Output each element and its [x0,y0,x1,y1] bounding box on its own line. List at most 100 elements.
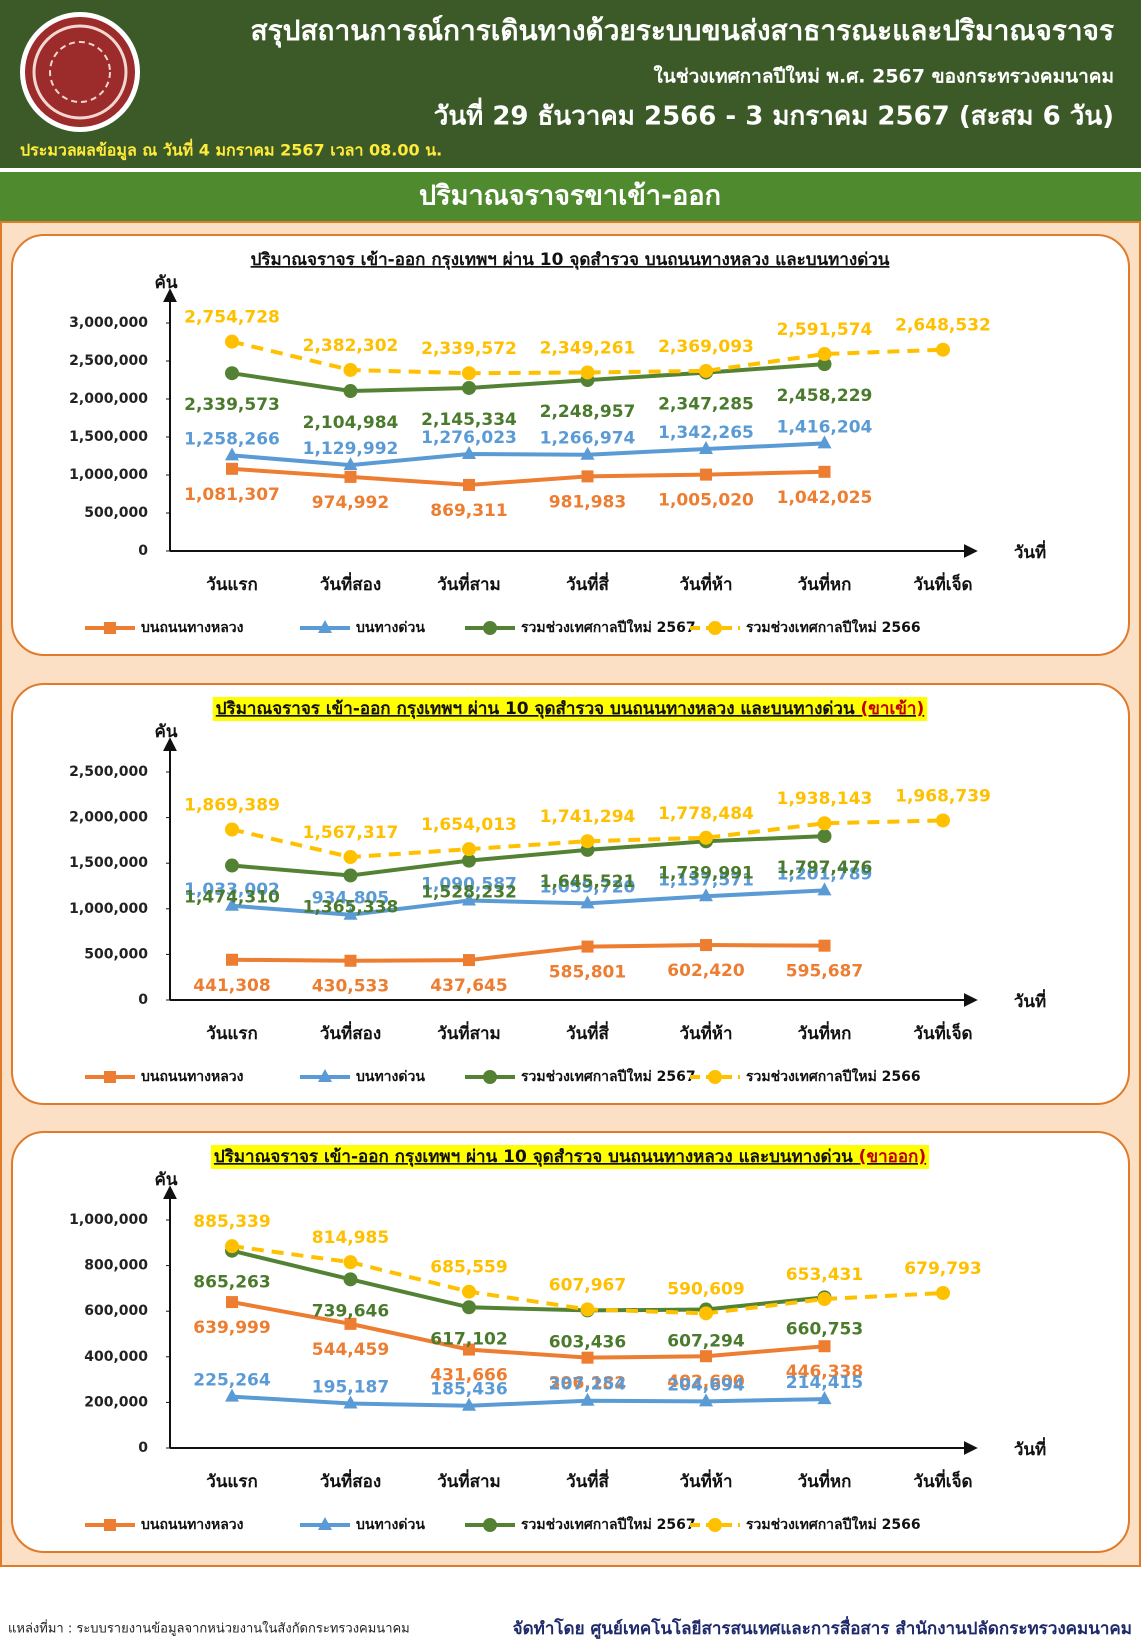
y-tick-label: 800,000 [84,1258,148,1274]
value-label: 1,797,476 [777,858,873,878]
value-label: 639,999 [193,1318,270,1338]
x-tick-label: วันที่ห้า [679,572,732,595]
y-axis-label: คัน [155,1170,178,1190]
series-line [231,1248,825,1313]
series-line [231,888,825,917]
value-label: 1,365,338 [303,897,399,917]
chart-title: ปริมาณจราจร เข้า-ออก กรุงเทพฯ ผ่าน 10 จุ… [214,1147,926,1167]
point [343,457,358,471]
point [936,342,950,357]
header-title: สรุปสถานการณ์การเดินทางด้วยระบบขนส่งสาธา… [251,14,1114,48]
x-tick-label: วันแรก [206,1472,258,1492]
value-label: 885,339 [193,1212,270,1232]
value-label: 2,104,984 [303,413,399,433]
legend-marker [318,1069,332,1082]
value-label: 441,308 [193,976,270,996]
legend-label: รวมช่วงเทศกาลปีใหม่ 2566 [746,1515,921,1533]
value-label: 660,753 [786,1319,863,1339]
header-band [0,0,1141,168]
value-label: 865,263 [193,1273,270,1293]
point [580,365,595,380]
point [580,834,595,849]
value-label: 1,778,484 [658,804,754,824]
point [225,1239,239,1254]
value-label: 431,666 [430,1366,507,1386]
point [226,953,238,966]
chart-title-main: ปริมาณจราจร เข้า-ออก กรุงเทพฯ ผ่าน 10 จุ… [214,1147,853,1167]
x-tick-label: วันที่สาม [437,1469,501,1492]
value-label: 1,567,317 [303,823,399,843]
point [581,470,594,483]
footer-source: แหล่งที่มา : ระบบรายงานข้อมูลจากหน่วยงาน… [8,1620,410,1637]
value-label: 2,248,957 [540,402,636,422]
value-label: 653,431 [786,1265,863,1285]
point [818,465,831,478]
value-label: 1,342,265 [658,423,754,443]
x-tick-label: วันที่หก [798,1469,852,1492]
legend-marker [318,620,332,633]
y-tick-label: 500,000 [84,946,148,962]
point [581,940,594,953]
y-tick-label: 1,000,000 [69,901,148,917]
value-label: 446,338 [786,1362,863,1382]
value-label: 430,533 [312,977,389,997]
point [817,882,832,896]
value-label: 607,294 [667,1332,745,1352]
value-label: 1,276,023 [421,428,517,448]
footer-credit: จัดทำโดย ศูนย์เทคโนโลยีสารสนเทศและการสื่… [513,1616,1132,1640]
point [817,829,832,844]
legend-marker [708,621,722,635]
point [226,1296,238,1309]
header-date: วันที่ 29 ธันวาคม 2566 - 3 มกราคม 2567 (… [434,97,1114,132]
point [343,384,358,399]
y-axis-label: คัน [155,722,178,742]
point [463,1343,475,1356]
point [817,1391,832,1405]
point [462,892,476,906]
chart: ปริมาณจราจร เข้า-ออก กรุงเทพฯ ผ่าน 10 จุ… [11,1131,1130,1553]
legend-label: บนทางด่วน [356,1517,425,1533]
point [818,939,831,952]
value-label: 2,648,532 [895,316,991,336]
value-label: 544,459 [312,1340,389,1360]
value-label: 617,102 [430,1329,507,1349]
y-axis-label: คัน [155,273,178,293]
value-label: 1,741,294 [540,807,636,827]
y-tick-label: 0 [138,992,148,1008]
point [462,1300,476,1315]
value-label: 396,182 [549,1374,626,1394]
point [344,954,357,967]
value-label: 1,081,307 [184,485,280,505]
value-label: 1,258,266 [184,429,280,449]
value-label: 2,339,573 [184,395,280,415]
title-highlight [212,697,928,721]
chart: ปริมาณจราจร เข้า-ออก กรุงเทพฯ ผ่าน 10 จุ… [11,234,1130,656]
value-label: 1,654,013 [421,815,517,835]
x-tick-label: วันที่หก [798,1021,852,1044]
legend-marker [483,1518,497,1532]
point [580,446,595,460]
point [463,478,475,491]
value-label: 195,187 [312,1377,389,1397]
point [580,1392,595,1406]
chart-title-suffix: (ขาเข้า) [861,699,925,719]
value-label: 934,805 [312,889,389,909]
legend-marker [708,1518,722,1532]
point [344,470,357,483]
value-label: 214,415 [786,1373,863,1393]
y-tick-label: 2,000,000 [69,810,148,826]
point [700,468,712,481]
chart-title-suffix: (ขาออก) [859,1147,926,1167]
point [225,822,239,837]
value-label: 585,801 [549,963,626,983]
legend-marker [318,1517,332,1530]
legend-label: รวมช่วงเทศกาลปีใหม่ 2566 [746,618,921,636]
point [462,446,476,460]
legend-label: บนทางด่วน [356,620,425,636]
point [936,1286,950,1301]
point [580,1302,595,1317]
point [225,858,239,873]
x-tick-label: วันที่สาม [437,1021,501,1044]
point [343,1395,358,1409]
y-tick-label: 500,000 [84,505,148,521]
